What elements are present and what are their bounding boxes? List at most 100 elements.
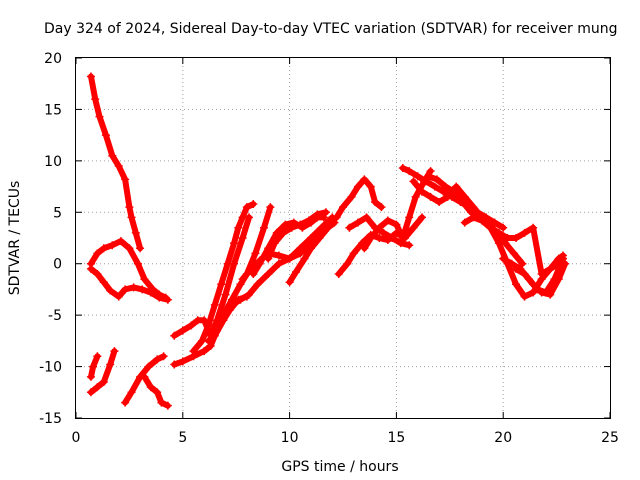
data-point-marker [296, 249, 305, 258]
data-point-marker [127, 213, 136, 222]
data-point-marker [108, 241, 117, 250]
data-point-marker [405, 241, 414, 250]
data-point-marker [375, 234, 384, 242]
x-tick-label: 20 [494, 430, 512, 446]
x-tick-label: 0 [72, 430, 81, 446]
data-point-marker [426, 192, 435, 201]
series-sat-a [86, 72, 145, 253]
data-point-marker [520, 270, 529, 278]
data-point-marker [264, 270, 273, 278]
data-point-marker [242, 292, 251, 301]
y-tick-label: 15 [44, 102, 62, 118]
data-point-marker [418, 187, 427, 196]
data-point-marker [251, 249, 260, 258]
data-point-marker [249, 270, 258, 278]
data-point-marker [159, 352, 168, 361]
data-point-marker [512, 234, 521, 242]
data-point-marker [554, 275, 563, 284]
data-point-marker [274, 259, 283, 268]
data-point-marker [89, 362, 98, 371]
series-sat-o [264, 208, 330, 263]
series-sat-f [121, 352, 168, 407]
data-point-marker [339, 203, 347, 212]
plot-frame [75, 57, 611, 419]
series-sat-r [334, 213, 427, 278]
y-tick-label: -15 [39, 411, 62, 427]
y-tick-label: -10 [39, 360, 62, 376]
data-point-marker [127, 388, 136, 397]
data-point-marker [285, 254, 294, 263]
series-sat-aa [512, 259, 570, 299]
data-point-marker [99, 244, 108, 253]
data-point-marker [86, 388, 95, 397]
data-point-marker [170, 360, 179, 369]
data-point-marker [178, 357, 187, 366]
data-point-marker [234, 223, 243, 232]
data-point-marker [125, 244, 134, 253]
series-sat-l [204, 292, 251, 345]
data-point-marker [371, 198, 380, 206]
data-point-marker [460, 218, 469, 227]
data-point-marker [146, 288, 155, 297]
data-point-marker [210, 300, 219, 309]
data-point-marker [187, 321, 196, 330]
data-point-marker [426, 167, 435, 176]
data-point-marker [409, 223, 418, 232]
data-point-marker [221, 290, 230, 299]
data-point-marker [121, 175, 130, 184]
data-point-marker [507, 259, 516, 268]
data-point-marker [469, 213, 478, 222]
data-point-marker [249, 200, 258, 209]
data-point-marker [144, 362, 153, 371]
data-point-marker [398, 234, 407, 242]
data-point-marker [362, 213, 371, 222]
series-sat-g [140, 372, 172, 410]
data-point-marker [93, 249, 102, 258]
data-point-marker [435, 198, 444, 206]
data-point-marker [86, 264, 95, 273]
data-point-marker [518, 259, 527, 268]
data-point-marker [255, 259, 264, 268]
data-point-marker [422, 177, 431, 186]
series-sat-j [189, 200, 258, 356]
data-point-marker [411, 192, 420, 201]
data-point-marker [264, 254, 273, 263]
data-point-marker [360, 244, 369, 253]
data-point-marker [458, 198, 467, 206]
data-point-marker [529, 280, 538, 289]
data-point-marker [441, 182, 450, 191]
data-point-marker [189, 347, 198, 356]
data-point-marker [409, 177, 418, 186]
chart-title: Day 324 of 2024, Sidereal Day-to-day VTE… [44, 21, 618, 37]
data-point-marker [279, 228, 288, 237]
data-point-marker [101, 131, 110, 140]
data-point-marker [95, 112, 104, 121]
y-tick-label: 20 [44, 51, 62, 67]
data-point-marker [155, 293, 164, 302]
data-point-marker [133, 259, 142, 268]
data-point-marker [114, 162, 123, 170]
data-point-marker [512, 264, 521, 273]
data-point-marker [163, 401, 172, 410]
data-point-marker [477, 216, 486, 225]
y-tick-label: 5 [53, 205, 62, 221]
x-tick-label: 5 [178, 430, 187, 446]
data-point-marker [467, 208, 476, 217]
data-point-marker [106, 360, 115, 369]
data-point-marker [153, 355, 162, 364]
data-point-marker [343, 259, 352, 268]
y-tick-label: -5 [48, 308, 62, 324]
data-point-marker [452, 182, 461, 191]
data-point-marker [306, 244, 315, 253]
data-point-marker [388, 234, 397, 242]
data-point-marker [274, 251, 283, 260]
data-point-marker [546, 290, 555, 299]
series-sat-e [86, 347, 119, 397]
data-point-marker [242, 203, 251, 212]
data-point-marker [108, 151, 117, 160]
y-tick-label: 0 [53, 257, 62, 273]
series-line [487, 224, 566, 300]
data-point-marker [413, 172, 422, 181]
data-point-marker [219, 316, 228, 325]
data-point-marker [315, 234, 324, 242]
